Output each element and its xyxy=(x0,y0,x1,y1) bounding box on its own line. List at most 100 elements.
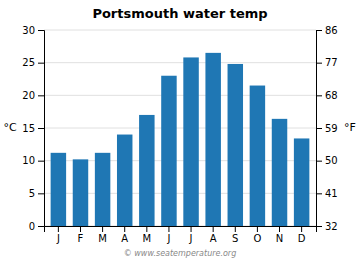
tick-label: A xyxy=(121,233,128,244)
tick: 41 xyxy=(316,188,338,199)
tick-label: 41 xyxy=(325,188,338,199)
y-axis-label: °C xyxy=(3,121,17,134)
tick-label: 20 xyxy=(22,90,35,101)
bar xyxy=(228,64,243,226)
grid-line xyxy=(44,62,316,63)
tick: J xyxy=(56,226,60,244)
grid xyxy=(44,30,316,226)
tick-mark xyxy=(168,226,169,232)
tick-mark xyxy=(213,226,214,232)
tick: M xyxy=(143,226,152,244)
tick: D xyxy=(298,226,306,244)
tick-mark xyxy=(257,226,258,232)
bar xyxy=(294,138,309,226)
tick: A xyxy=(210,226,217,244)
tick-mark xyxy=(316,128,322,129)
tick-mark xyxy=(146,226,147,232)
tick: 59 xyxy=(316,123,338,134)
tick: 50 xyxy=(316,155,338,166)
tick-mark xyxy=(279,226,280,232)
bar xyxy=(272,119,287,226)
tick: 0 xyxy=(29,221,44,232)
tick-mark xyxy=(235,226,236,232)
tick-label: O xyxy=(253,233,261,244)
tick-mark xyxy=(124,226,125,232)
tick-mark xyxy=(316,63,322,64)
tick-mark xyxy=(38,193,44,194)
tick-label: 77 xyxy=(325,57,338,68)
bar xyxy=(205,53,220,226)
tick-mark xyxy=(38,30,44,31)
tick: N xyxy=(276,226,283,244)
bar xyxy=(73,159,88,226)
tick-label: 32 xyxy=(325,221,338,232)
bar xyxy=(51,153,66,226)
tick-label: M xyxy=(98,233,107,244)
bar xyxy=(250,86,265,226)
annotation: © www.seatemperature.org xyxy=(124,249,236,258)
tick-mark xyxy=(316,95,322,96)
tick: 86 xyxy=(316,25,338,36)
tick-label: S xyxy=(232,233,238,244)
tick-mark xyxy=(316,161,322,162)
tick-label: 30 xyxy=(22,25,35,36)
bar xyxy=(95,153,110,226)
axis-line xyxy=(38,31,45,227)
tick-label: 5 xyxy=(29,188,35,199)
bar xyxy=(183,57,198,226)
tick-mark xyxy=(58,226,59,232)
tick: M xyxy=(98,226,107,244)
tick-label: 0 xyxy=(29,221,35,232)
tick: 25 xyxy=(22,57,44,68)
tick: F xyxy=(78,226,84,244)
tick-label: M xyxy=(143,233,152,244)
bars xyxy=(51,53,310,226)
tick-label: A xyxy=(210,233,217,244)
tick: 15 xyxy=(22,123,44,134)
x-axis: JFMAMJJASOND xyxy=(45,226,317,244)
tick-mark xyxy=(102,226,103,232)
tick-label: 25 xyxy=(22,57,35,68)
tick: A xyxy=(121,226,128,244)
tick-label: 10 xyxy=(22,155,35,166)
tick-mark xyxy=(38,63,44,64)
tick-label: J xyxy=(56,233,60,244)
tick-label: 68 xyxy=(325,90,338,101)
tick: 77 xyxy=(316,57,338,68)
tick-mark xyxy=(316,226,322,227)
tick: 20 xyxy=(22,90,44,101)
tick-mark xyxy=(316,30,322,31)
bar xyxy=(139,115,154,226)
tick: S xyxy=(232,226,238,244)
tick-mark xyxy=(316,193,322,194)
tick: J xyxy=(166,226,170,244)
tick-mark xyxy=(38,128,44,129)
tick-mark xyxy=(38,95,44,96)
tick: O xyxy=(253,226,261,244)
axis-line xyxy=(317,31,323,227)
grid-line xyxy=(44,30,316,31)
tick-mark xyxy=(80,226,81,232)
tick-mark xyxy=(38,161,44,162)
tick-mark xyxy=(301,226,302,232)
tick-label: 15 xyxy=(22,123,35,134)
tick-mark xyxy=(38,226,44,227)
tick-mark xyxy=(191,226,192,232)
tick-label: F xyxy=(78,233,84,244)
tick-label: 59 xyxy=(325,123,338,134)
tick-label: J xyxy=(189,233,193,244)
tick-label: 50 xyxy=(325,155,338,166)
tick: J xyxy=(189,226,193,244)
tick-label: 86 xyxy=(325,25,338,36)
bar xyxy=(161,76,176,226)
y2-axis: 32 41 50 59 68 77 86 xyxy=(316,25,338,232)
tick-label: D xyxy=(298,233,306,244)
axis-line xyxy=(45,227,317,233)
tick-label: J xyxy=(166,233,170,244)
title: Portsmouth water temp xyxy=(92,6,267,21)
chart: J F M A M J J A S O N D 0 5 10 15 20 25 30 32 41 50 59 68 77 86 °C… xyxy=(0,0,360,260)
grid-line xyxy=(44,95,316,96)
tick: 5 xyxy=(29,188,44,199)
tick: 10 xyxy=(22,155,44,166)
tick: 32 xyxy=(316,221,338,232)
